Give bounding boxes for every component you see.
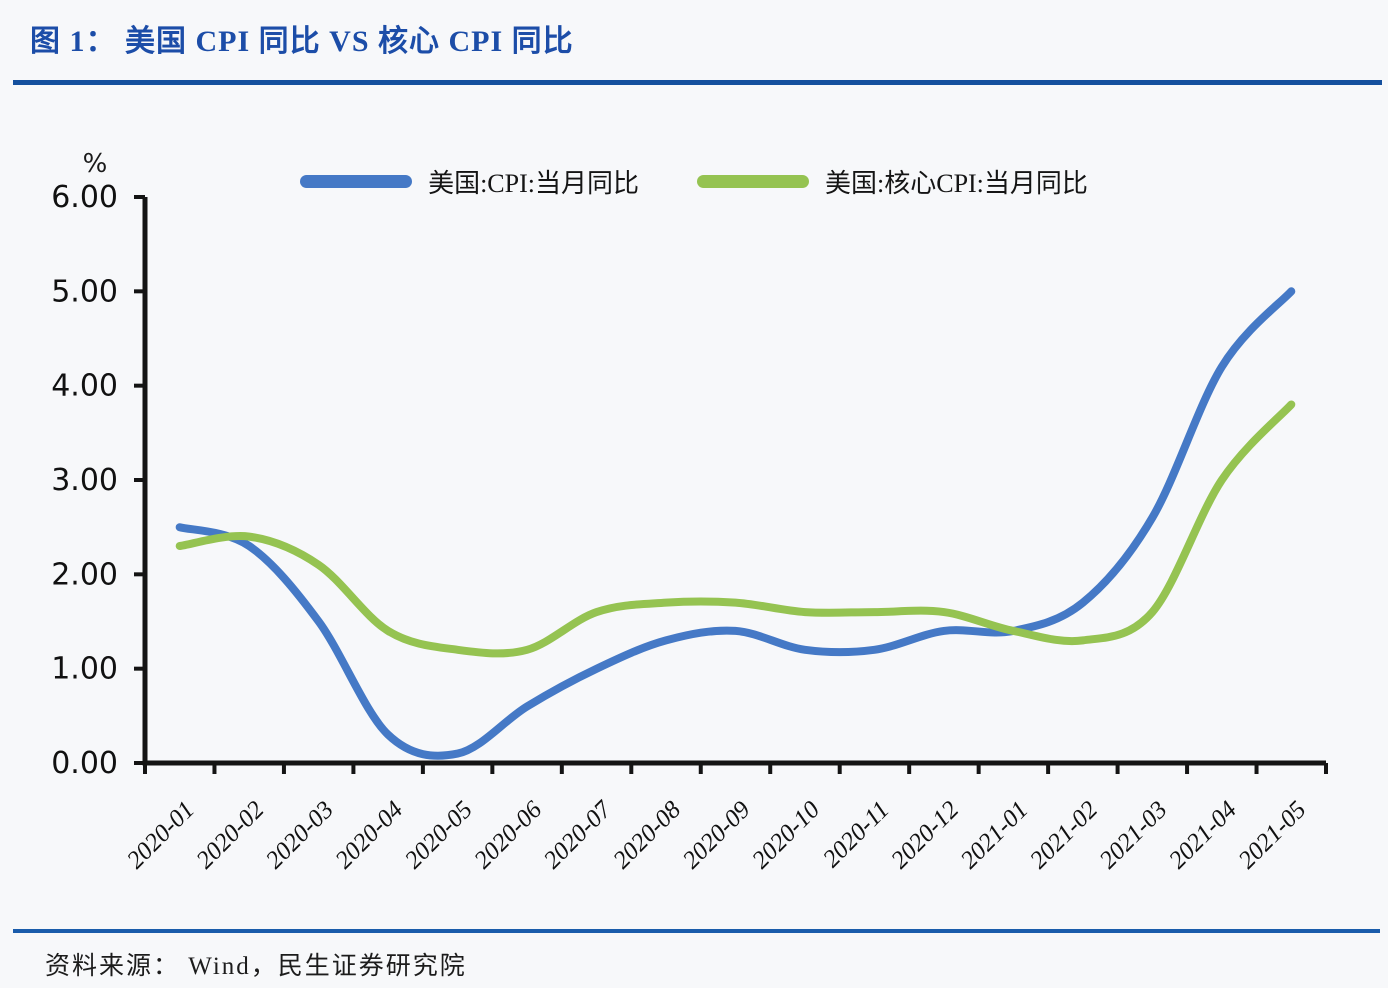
svg-text:6.00: 6.00 [51, 180, 118, 215]
legend-item-cpi: 美国:CPI:当月同比 [300, 163, 639, 200]
svg-text:2020-05: 2020-05 [400, 796, 478, 874]
svg-text:2021-05: 2021-05 [1233, 796, 1311, 874]
svg-text:0.00: 0.00 [51, 746, 118, 781]
svg-text:2021-01: 2021-01 [956, 796, 1034, 874]
svg-text:2020-09: 2020-09 [678, 796, 756, 874]
svg-text:5.00: 5.00 [51, 274, 118, 309]
svg-text:4.00: 4.00 [51, 369, 118, 404]
svg-text:2020-02: 2020-02 [191, 796, 269, 874]
svg-text:2020-01: 2020-01 [122, 796, 200, 874]
svg-text:2021-02: 2021-02 [1025, 796, 1103, 874]
figure-title: 图 1： 美国 CPI 同比 VS 核心 CPI 同比 [30, 25, 574, 58]
data-source-note: 资料来源： Wind，民生证券研究院 [45, 953, 467, 980]
svg-text:2021-03: 2021-03 [1095, 796, 1173, 874]
svg-text:2020-07: 2020-07 [539, 795, 618, 874]
legend-label-cpi: 美国:CPI:当月同比 [428, 169, 639, 198]
chart-legend: 美国:CPI:当月同比 美国:核心CPI:当月同比 [0, 163, 1388, 200]
svg-text:2020-06: 2020-06 [469, 796, 547, 874]
cpi-line-chart: %0.001.002.003.004.005.006.002020-012020… [51, 149, 1328, 874]
svg-text:2021-04: 2021-04 [1164, 796, 1242, 874]
svg-text:%: % [83, 149, 108, 179]
footer-divider [13, 929, 1380, 933]
svg-text:1.00: 1.00 [51, 652, 118, 687]
svg-text:2020-11: 2020-11 [818, 796, 895, 873]
svg-text:2020-10: 2020-10 [747, 796, 825, 874]
legend-swatch-cpi-icon [300, 175, 413, 188]
svg-text:2020-03: 2020-03 [261, 796, 339, 874]
svg-text:2020-08: 2020-08 [608, 796, 686, 874]
legend-item-core-cpi: 美国:核心CPI:当月同比 [697, 163, 1088, 200]
svg-text:2020-12: 2020-12 [886, 796, 964, 874]
svg-text:2020-04: 2020-04 [330, 796, 408, 874]
svg-text:2.00: 2.00 [51, 557, 118, 592]
legend-label-core-cpi: 美国:核心CPI:当月同比 [825, 169, 1088, 198]
title-divider [13, 80, 1382, 85]
svg-text:3.00: 3.00 [51, 463, 118, 498]
legend-swatch-core-cpi-icon [697, 175, 809, 188]
